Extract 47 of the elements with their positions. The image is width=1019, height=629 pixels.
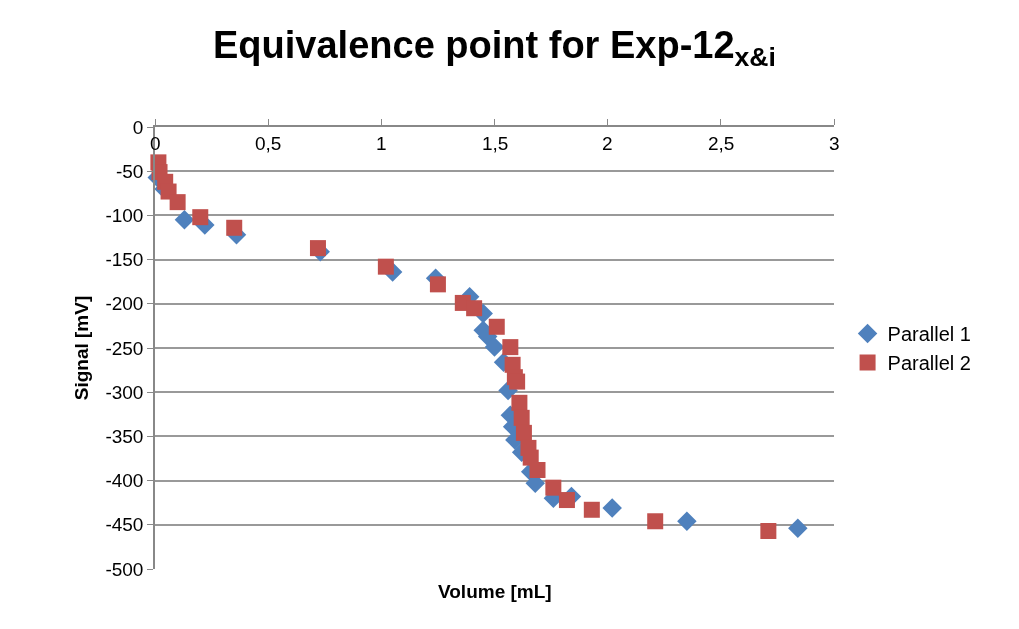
point [529,461,546,478]
y-tick-label: -100 [105,205,144,227]
y-tick-label: 0 [132,116,144,138]
point [169,194,186,211]
y-tick-label: -500 [105,558,144,580]
point [647,513,664,530]
legend-label: Parallel 1 [887,323,971,346]
point [788,518,808,539]
x-tick-label: 2,5 [708,133,735,154]
x-tick-label: 1,5 [482,133,509,154]
point [545,479,562,496]
y-axis-title: Signal [mV] [70,295,92,401]
legend-label: Parallel 2 [887,352,971,375]
y-tick-label: -450 [105,514,144,536]
point [309,240,326,257]
point [502,339,519,356]
point [602,498,622,518]
point [760,522,777,539]
point [509,373,526,390]
x-tick-label: 3 [829,133,840,154]
point [515,424,532,441]
point [488,318,505,335]
y-tick-label: -200 [105,293,144,315]
x-tick-label: 1 [376,133,387,154]
point [377,258,394,275]
x-axis-title: Volume [mL] [438,581,552,602]
y-tick-label: -250 [105,337,144,359]
point [558,492,575,509]
point [583,501,600,518]
point [226,219,243,236]
x-tick-label: 2 [602,133,613,154]
point [484,337,505,357]
y-tick-label: -300 [105,381,144,403]
y-tick-label: -50 [115,160,144,182]
point [511,394,528,411]
x-tick-label: 0,5 [255,133,282,154]
point [677,511,697,532]
point [513,409,530,426]
point [429,276,446,293]
point [466,300,483,317]
y-tick-label: -150 [105,249,144,271]
y-tick-label: -400 [105,470,144,492]
chart-title: Equivalence point for Exp-12$_{x&i}$ [213,24,776,73]
x-tick-label: 0 [150,133,161,154]
y-tick-label: -350 [105,426,144,448]
point [174,210,195,230]
point [192,209,209,226]
